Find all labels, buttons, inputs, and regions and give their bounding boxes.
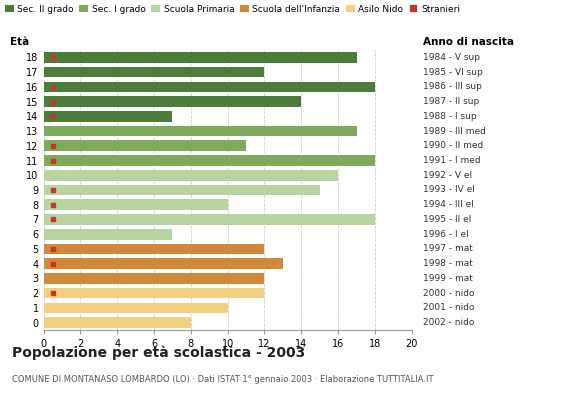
Bar — [44, 111, 172, 122]
Text: 1995 - II el: 1995 - II el — [423, 215, 471, 224]
Bar — [44, 288, 264, 298]
Bar — [44, 200, 227, 210]
Text: 1986 - III sup: 1986 - III sup — [423, 82, 481, 91]
Text: 1999 - mat: 1999 - mat — [423, 274, 473, 283]
Text: 2000 - nido: 2000 - nido — [423, 289, 474, 298]
Text: 1988 - I sup: 1988 - I sup — [423, 112, 476, 121]
Bar — [44, 170, 338, 180]
Bar — [44, 96, 302, 107]
Bar — [44, 52, 357, 63]
Bar — [44, 126, 357, 136]
Text: 1992 - V el: 1992 - V el — [423, 171, 472, 180]
Bar — [44, 67, 264, 78]
Text: Popolazione per età scolastica - 2003: Popolazione per età scolastica - 2003 — [12, 346, 305, 360]
Text: 1984 - V sup: 1984 - V sup — [423, 53, 480, 62]
Text: 1989 - III med: 1989 - III med — [423, 126, 485, 136]
Text: 1998 - mat: 1998 - mat — [423, 259, 473, 268]
Bar — [44, 244, 264, 254]
Text: 1991 - I med: 1991 - I med — [423, 156, 480, 165]
Bar — [44, 258, 283, 269]
Bar — [44, 214, 375, 225]
Text: 2001 - nido: 2001 - nido — [423, 303, 474, 312]
Text: 1994 - III el: 1994 - III el — [423, 200, 473, 209]
Text: 1987 - II sup: 1987 - II sup — [423, 97, 479, 106]
Bar — [44, 302, 227, 313]
Text: 1996 - I el: 1996 - I el — [423, 230, 469, 239]
Bar — [44, 140, 246, 151]
Bar — [44, 155, 375, 166]
Text: COMUNE DI MONTANASO LOMBARDO (LO) · Dati ISTAT 1° gennaio 2003 · Elaborazione TU: COMUNE DI MONTANASO LOMBARDO (LO) · Dati… — [12, 375, 433, 384]
Text: 1990 - II med: 1990 - II med — [423, 141, 483, 150]
Bar — [44, 229, 172, 240]
Bar — [44, 317, 191, 328]
Bar — [44, 273, 264, 284]
Text: 1993 - IV el: 1993 - IV el — [423, 186, 474, 194]
Text: Anno di nascita: Anno di nascita — [423, 37, 514, 47]
Bar — [44, 185, 320, 195]
Legend: Sec. II grado, Sec. I grado, Scuola Primaria, Scuola dell'Infanzia, Asilo Nido, : Sec. II grado, Sec. I grado, Scuola Prim… — [5, 4, 461, 14]
Text: 1985 - VI sup: 1985 - VI sup — [423, 68, 483, 77]
Bar — [44, 82, 375, 92]
Text: 2002 - nido: 2002 - nido — [423, 318, 474, 327]
Text: 1997 - mat: 1997 - mat — [423, 244, 473, 254]
Text: Età: Età — [10, 37, 30, 47]
